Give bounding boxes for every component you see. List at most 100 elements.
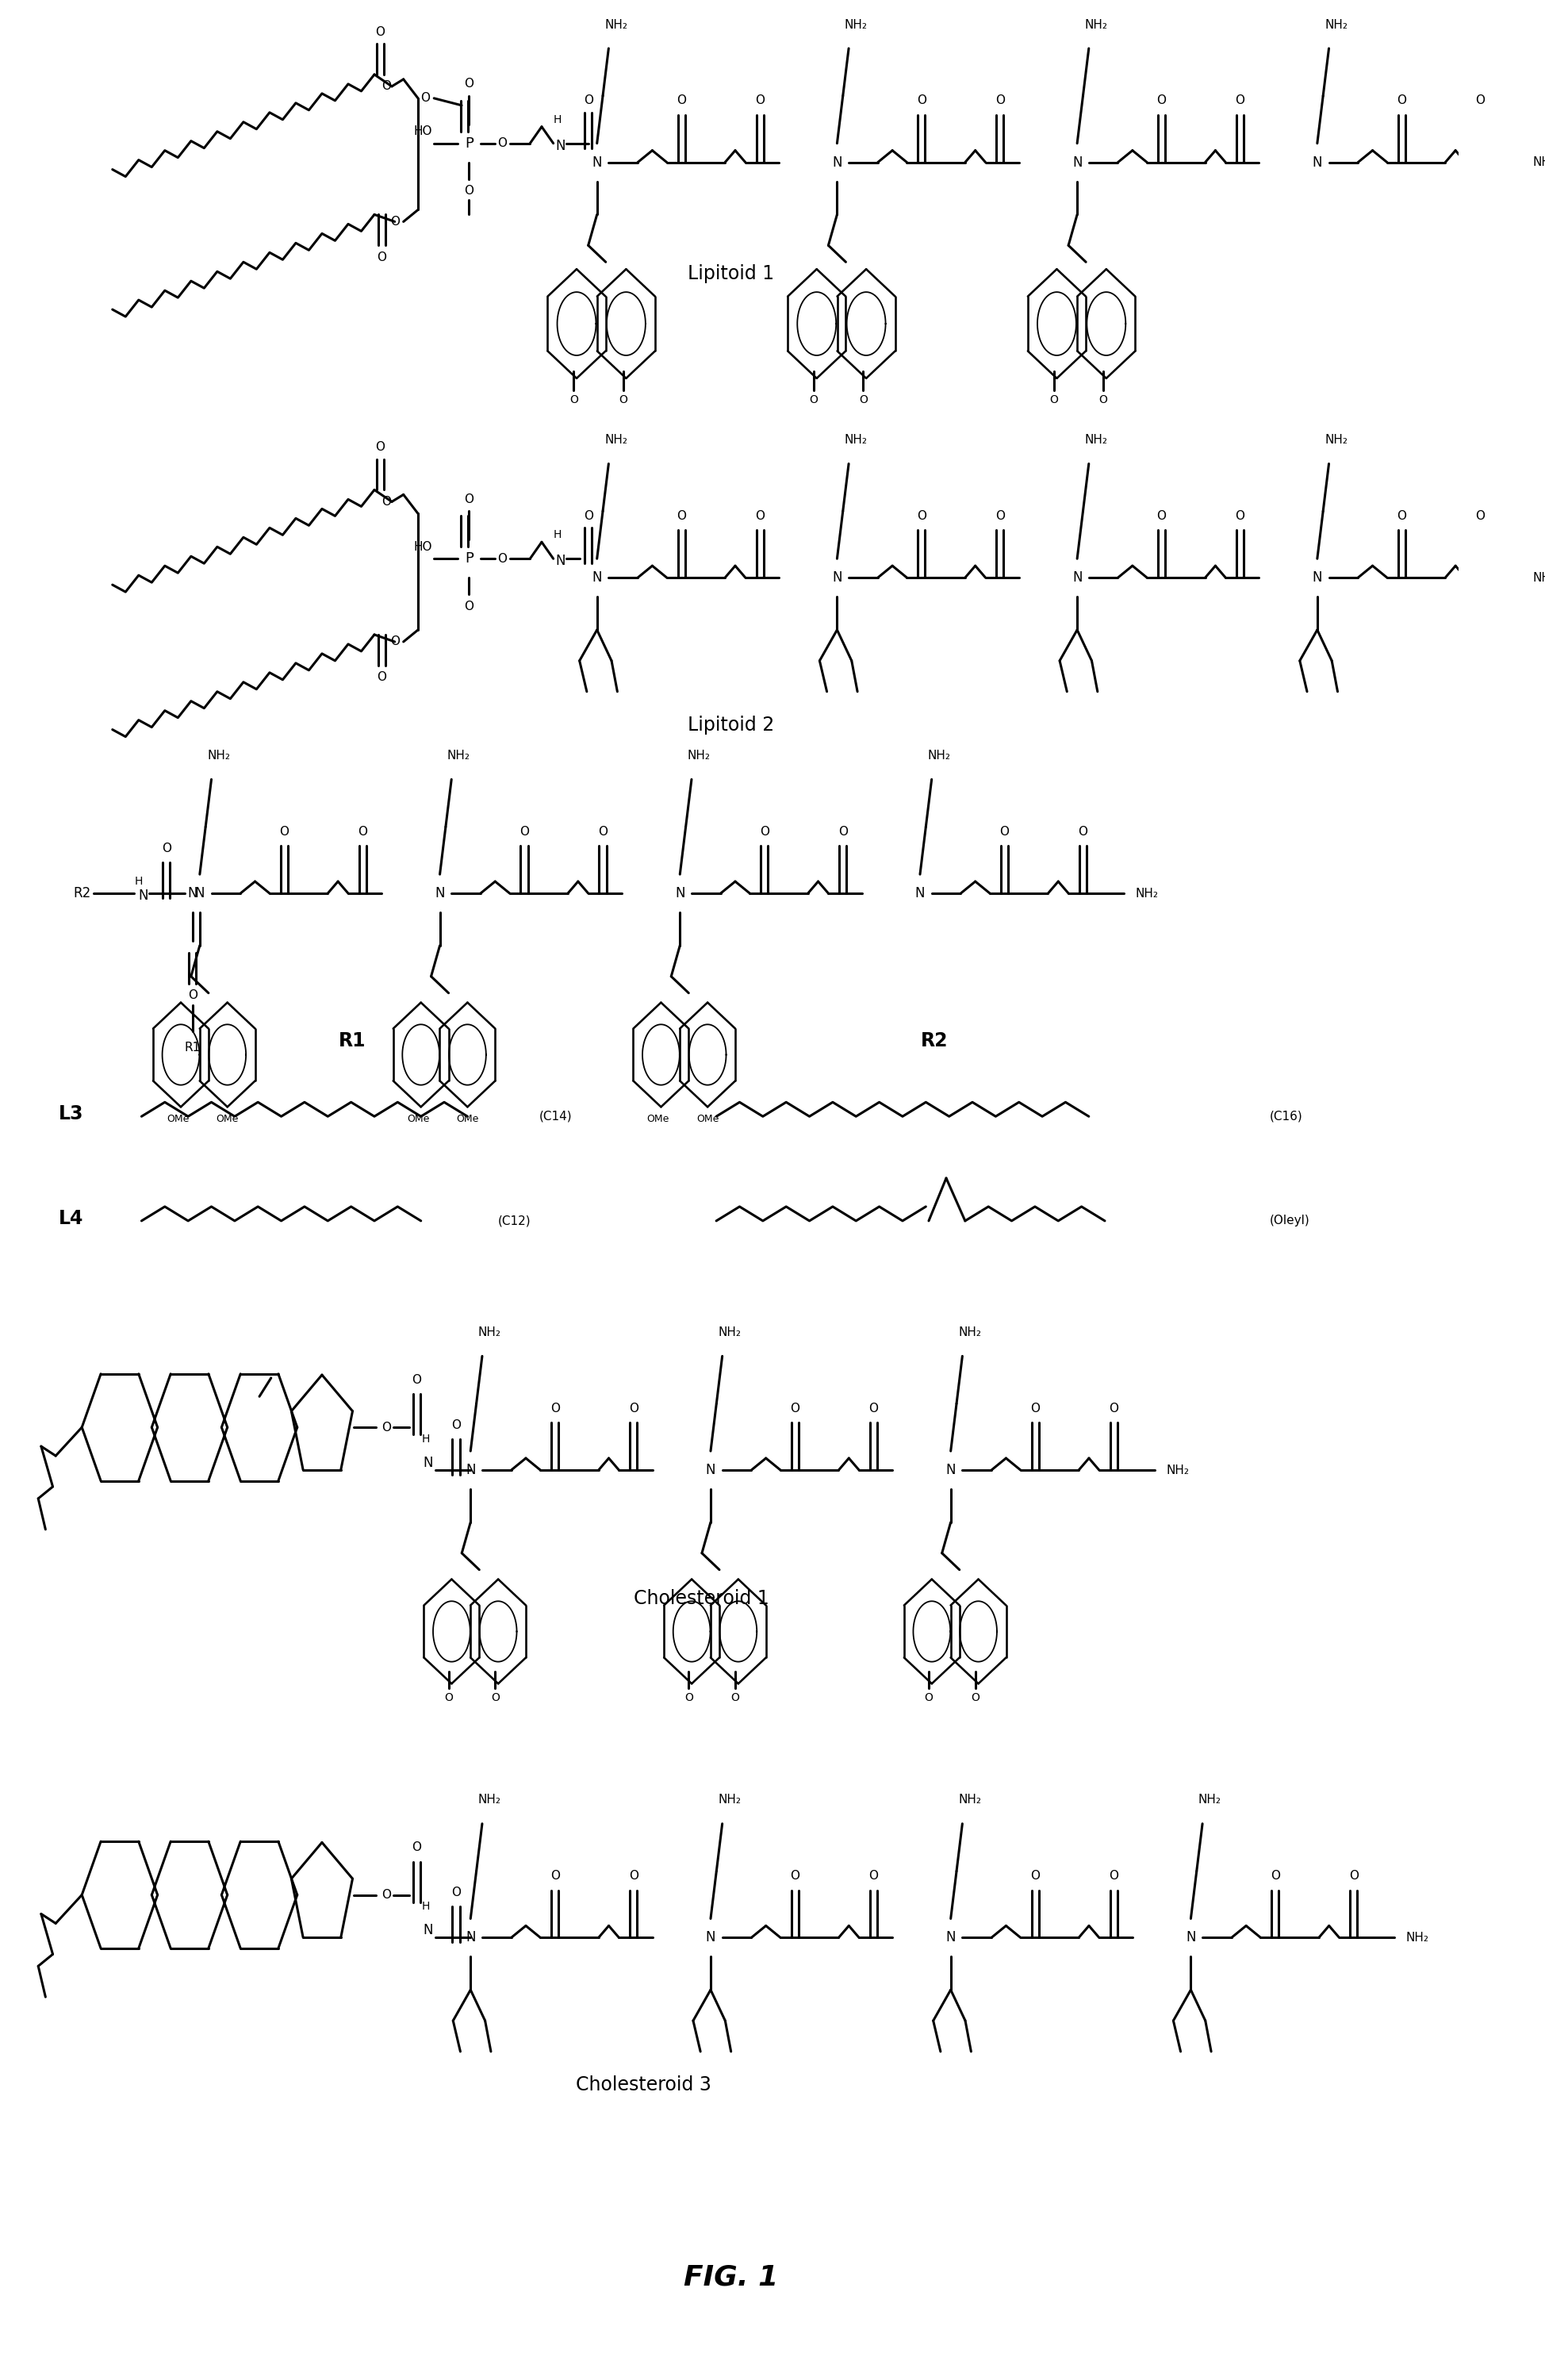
Text: NH₂: NH₂ [1406,1933,1429,1944]
Text: O: O [916,95,925,107]
Text: FIG. 1: FIG. 1 [683,2263,777,2290]
Text: N: N [1185,1930,1196,1944]
Text: OMe: OMe [695,1114,718,1123]
Text: Lipitoid 2: Lipitoid 2 [688,716,774,735]
Text: O: O [1098,395,1108,405]
Text: NH₂: NH₂ [1134,888,1157,900]
Text: N: N [1312,155,1321,169]
Text: N: N [195,885,204,900]
Text: O: O [1397,95,1406,107]
Text: O: O [916,509,925,521]
Text: O: O [411,1373,422,1385]
Text: (Oleyl): (Oleyl) [1268,1214,1309,1226]
Text: L4: L4 [59,1209,83,1228]
Text: NH₂: NH₂ [477,1795,501,1806]
Text: O: O [161,843,171,854]
Text: O: O [497,552,507,564]
Text: N: N [555,555,565,569]
Text: (C12): (C12) [497,1214,531,1226]
Text: O: O [420,93,430,105]
Text: N: N [138,888,148,902]
Text: OMe: OMe [167,1114,188,1123]
Text: NH₂: NH₂ [844,433,867,445]
Text: (C16): (C16) [1268,1111,1302,1123]
Text: HO: HO [414,126,433,138]
Text: NH₂: NH₂ [604,433,627,445]
Text: OMe: OMe [406,1114,430,1123]
Text: O: O [377,671,386,683]
Text: O: O [1270,1871,1279,1883]
Text: P: P [465,552,473,566]
Text: H: H [422,1433,430,1445]
Text: O: O [375,26,385,38]
Text: O: O [810,395,817,405]
Text: O: O [629,1871,638,1883]
Text: N: N [831,571,842,585]
Text: O: O [677,509,686,521]
Text: O: O [464,186,473,198]
Text: O: O [550,1402,559,1414]
Text: N: N [465,1464,476,1478]
Text: NH₂: NH₂ [958,1795,981,1806]
Text: NH₂: NH₂ [447,750,470,762]
Text: O: O [837,826,847,838]
Text: O: O [868,1871,878,1883]
Text: O: O [358,826,368,838]
Text: NH₂: NH₂ [477,1326,501,1338]
Text: O: O [389,217,399,228]
Text: O: O [868,1402,878,1414]
Text: R2: R2 [921,1031,947,1050]
Text: N: N [675,885,684,900]
Text: NH₂: NH₂ [207,750,230,762]
Text: HO: HO [414,540,433,552]
Text: O: O [995,95,1004,107]
Text: Cholesteroid 3: Cholesteroid 3 [575,2075,711,2094]
Text: N: N [915,885,924,900]
Text: O: O [582,509,593,521]
Text: N: N [1312,571,1321,585]
Text: N: N [706,1930,715,1944]
Text: N: N [946,1464,955,1478]
Text: O: O [1078,826,1088,838]
Text: N: N [423,1923,433,1937]
Text: O: O [1108,1402,1119,1414]
Text: O: O [1474,95,1485,107]
Text: O: O [443,1692,453,1704]
Text: N: N [592,155,601,169]
Text: O: O [684,1692,692,1704]
Text: O: O [789,1402,799,1414]
Text: O: O [1031,1871,1040,1883]
Text: O: O [451,1887,460,1899]
Text: O: O [464,493,473,505]
Text: O: O [789,1871,799,1883]
Text: O: O [1049,395,1058,405]
Text: O: O [1234,95,1244,107]
Text: O: O [382,1421,391,1433]
Text: H: H [553,528,561,540]
Text: NH₂: NH₂ [1165,1464,1188,1476]
Text: O: O [1349,1871,1358,1883]
Text: N: N [706,1464,715,1478]
Text: NH₂: NH₂ [1085,19,1108,31]
Text: O: O [1234,509,1244,521]
Text: NH₂: NH₂ [844,19,867,31]
Text: OMe: OMe [646,1114,669,1123]
Text: O: O [1156,509,1166,521]
Text: O: O [280,826,289,838]
Text: NH₂: NH₂ [958,1326,981,1338]
Text: NH₂: NH₂ [1085,433,1108,445]
Text: N: N [1072,155,1082,169]
Text: N: N [592,571,601,585]
Text: (C14): (C14) [539,1111,572,1123]
Text: O: O [582,95,593,107]
Text: O: O [382,1890,391,1902]
Text: O: O [389,635,399,647]
Text: N: N [423,1457,433,1471]
Text: O: O [756,509,765,521]
Text: Cholesteroid 1: Cholesteroid 1 [633,1590,769,1609]
Text: O: O [187,990,198,1002]
Text: O: O [1397,509,1406,521]
Text: NH₂: NH₂ [1324,19,1347,31]
Text: O: O [677,95,686,107]
Text: NH₂: NH₂ [1531,157,1545,169]
